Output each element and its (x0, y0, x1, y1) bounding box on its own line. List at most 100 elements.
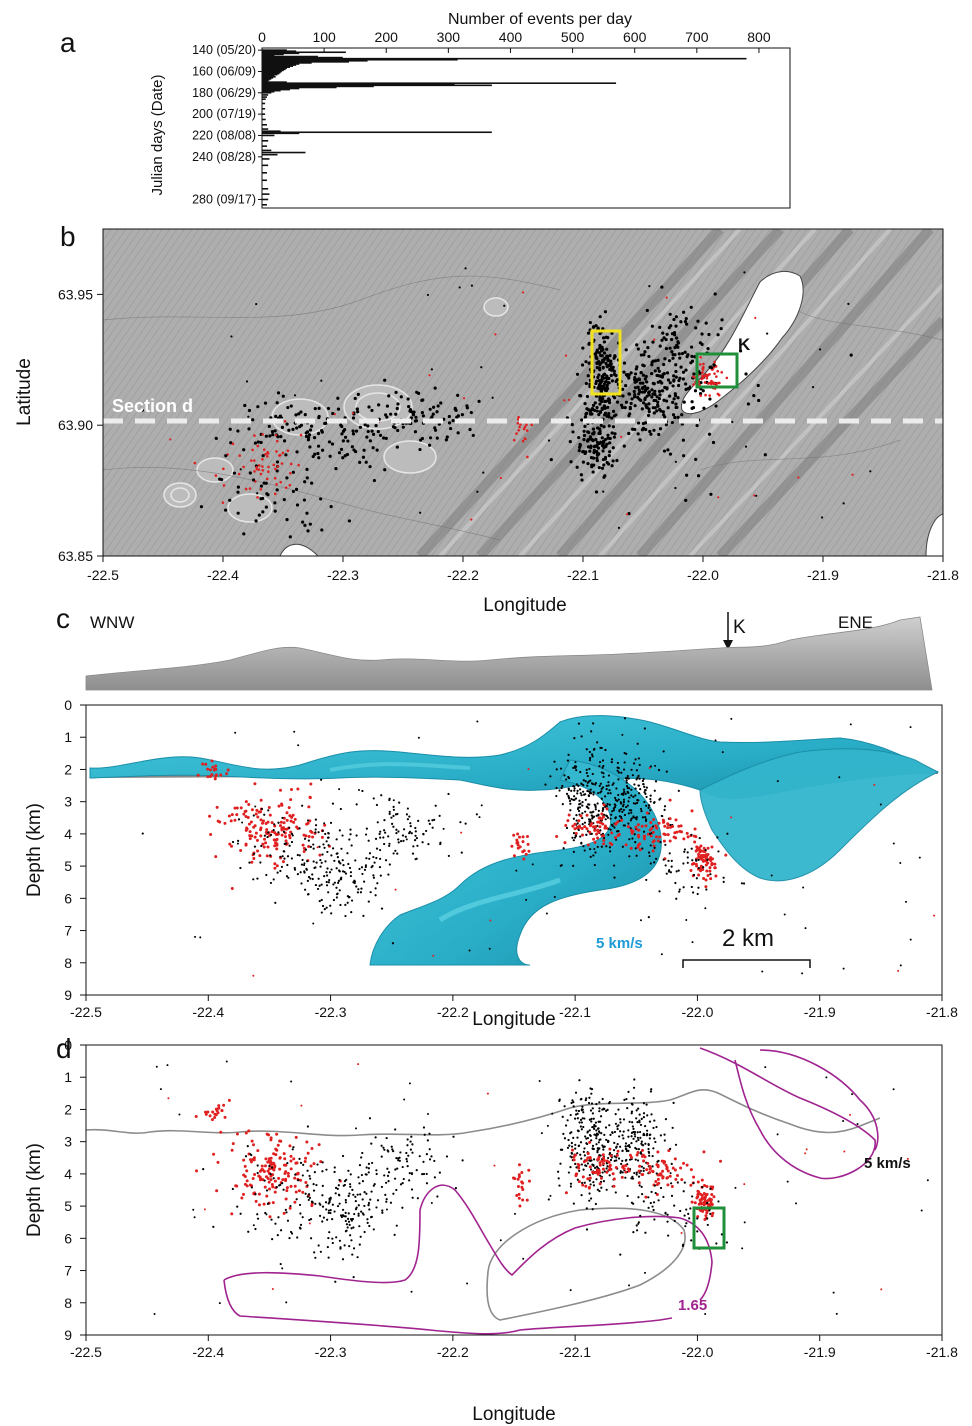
panel-c-event-1207 (678, 888, 681, 891)
panel-c-event-230 (266, 835, 269, 839)
panel-d-event-68 (292, 1157, 296, 1161)
panel-d-event-163 (276, 1234, 279, 1237)
panel-d-event-1149 (708, 1203, 712, 1207)
map-event-979 (703, 381, 707, 384)
panel-c-event-1277 (312, 922, 315, 925)
panel-c-event-854 (645, 786, 648, 789)
panel-d-event-880 (642, 1132, 645, 1135)
map-event-1010 (515, 432, 518, 435)
panel-d-event-741 (652, 1201, 656, 1204)
map-event-618 (604, 443, 608, 448)
map-event-141 (394, 412, 398, 416)
panel-d-event-995 (612, 1177, 616, 1181)
panel-c-event-790 (621, 845, 624, 848)
map-event-217 (415, 390, 419, 394)
panel-d-event-671 (591, 1147, 594, 1150)
map-event-65 (303, 413, 307, 417)
panel-d-event-432 (367, 1167, 370, 1170)
panel-c-event-232 (337, 879, 341, 882)
map-event-294 (257, 513, 261, 517)
map-event-768 (633, 393, 637, 397)
map-event-882 (668, 346, 672, 350)
panel-d-event-1019 (656, 1177, 660, 1181)
panel-d-event-1042 (622, 1167, 626, 1171)
panel-d-event-401 (410, 1188, 414, 1191)
panel-d-event-127 (299, 1178, 303, 1182)
map-event-556 (600, 400, 604, 404)
map-event-517 (610, 416, 614, 420)
panel-d-event-362 (311, 1201, 314, 1204)
panel-c-event-359 (276, 871, 279, 874)
panel-d-event-527 (596, 1188, 599, 1191)
panel-c-ytick-label-9: 9 (64, 987, 72, 1003)
panel-c-event-982 (593, 841, 597, 845)
panel-c-event-932 (635, 778, 638, 781)
panel-d-event-1242 (265, 1213, 268, 1216)
panel-d-event-62 (234, 1184, 238, 1188)
panel-c-event-1125 (697, 852, 701, 856)
panel-d-event-714 (591, 1112, 594, 1115)
panel-c-event-1055 (610, 831, 614, 835)
map-event-239 (276, 465, 280, 468)
panel-d-event-296 (327, 1209, 331, 1212)
panel-c-event-352 (336, 852, 339, 855)
map-event-1080 (564, 354, 568, 357)
panel-c-event-219 (306, 860, 309, 863)
map-event-673 (621, 394, 625, 398)
map-event-771 (627, 392, 631, 396)
panel-c-event-865 (623, 717, 627, 720)
panel-d-event-867 (647, 1150, 650, 1153)
panel-d-event-174 (279, 1262, 282, 1266)
panel-d-event-147 (249, 1160, 253, 1164)
map-event-129 (304, 431, 308, 435)
panel-c-event-285 (326, 867, 329, 870)
panel-c-event-0 (256, 815, 260, 819)
panel-d-event-1278 (290, 1080, 293, 1083)
histogram-bar-51 (262, 131, 492, 134)
panel-c-event-1058 (662, 839, 666, 843)
panel-c-event-105 (263, 837, 267, 841)
panel-d-event-466 (422, 1172, 426, 1176)
panel-d-event-947 (585, 1158, 589, 1162)
panel-c-event-302 (360, 866, 364, 869)
panel-c-event-510 (527, 849, 531, 853)
histogram-bar-55 (262, 145, 267, 147)
panel-d-event-664 (576, 1178, 579, 1181)
panel-c-event-170 (300, 882, 303, 885)
panel-d-event-416 (409, 1148, 412, 1151)
panel-d-event-426 (390, 1145, 393, 1148)
panel-d-event-1160 (706, 1201, 709, 1204)
map-event-709 (655, 409, 659, 413)
panel-c-event-353 (330, 854, 333, 857)
panel-c-event-866 (637, 774, 640, 777)
map-event-247 (297, 463, 300, 467)
map-event-30 (364, 460, 368, 464)
panel-c-event-360 (360, 887, 363, 890)
map-event-649 (647, 402, 651, 406)
panel-d-event-1124 (690, 1200, 694, 1204)
panel-d-event-728 (592, 1184, 596, 1187)
panel-d-event-942 (588, 1140, 592, 1144)
panel-c-event-438 (433, 818, 436, 821)
map-event-371 (595, 348, 599, 352)
histogram-bar-22 (262, 72, 280, 75)
panel-c-event-869 (631, 774, 634, 777)
histogram-bar-65 (262, 198, 269, 201)
panel-d-event-286 (314, 1202, 317, 1205)
map-event-1016 (525, 423, 528, 427)
panel-c-event-740 (649, 809, 652, 812)
panel-c-event-15 (275, 847, 279, 851)
panel-c-event-268 (320, 898, 323, 902)
panel-c-event-1078 (651, 830, 655, 834)
panel-d-event-837 (627, 1129, 630, 1132)
map-event-518 (591, 470, 595, 474)
map-event-1087 (819, 348, 822, 351)
panel-d-event-130 (269, 1156, 273, 1160)
panel-d-event-614 (595, 1178, 598, 1181)
map-event-1060 (674, 460, 677, 463)
panel-d-event-280 (350, 1227, 353, 1230)
map-event-459 (603, 356, 607, 360)
panel-c-event-670 (599, 760, 602, 764)
map-event-534 (611, 459, 615, 463)
panel-c-event-1166 (670, 859, 673, 862)
